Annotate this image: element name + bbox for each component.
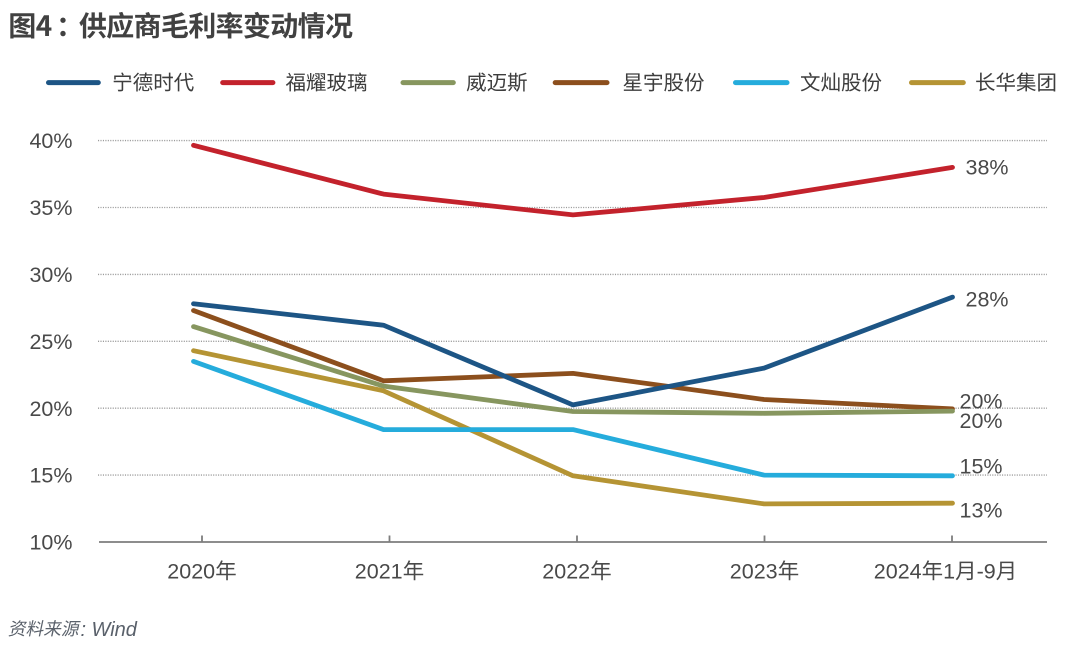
svg-text:10%: 10% (29, 531, 72, 555)
svg-text:13%: 13% (960, 499, 1003, 523)
svg-text:-9: -9 (977, 560, 996, 584)
svg-text:38%: 38% (966, 155, 1009, 179)
svg-text:15%: 15% (960, 455, 1003, 479)
svg-text:35%: 35% (29, 196, 72, 220)
svg-text:30%: 30% (29, 263, 72, 287)
svg-text:2024: 2024 (874, 560, 922, 584)
svg-text:2022: 2022 (542, 560, 590, 584)
svg-text:20%: 20% (960, 409, 1003, 433)
svg-text:Wind: Wind (92, 619, 138, 641)
svg-text:25%: 25% (29, 330, 72, 354)
svg-text:20%: 20% (960, 390, 1003, 414)
svg-text::: : (81, 619, 87, 641)
svg-text:20%: 20% (29, 397, 72, 421)
svg-text:2021: 2021 (355, 560, 403, 584)
svg-text:28%: 28% (966, 288, 1009, 312)
svg-text:1: 1 (943, 560, 955, 584)
svg-text:15%: 15% (29, 464, 72, 488)
svg-text:2023: 2023 (730, 560, 778, 584)
svg-text:2020: 2020 (167, 560, 215, 584)
svg-text:40%: 40% (29, 129, 72, 153)
